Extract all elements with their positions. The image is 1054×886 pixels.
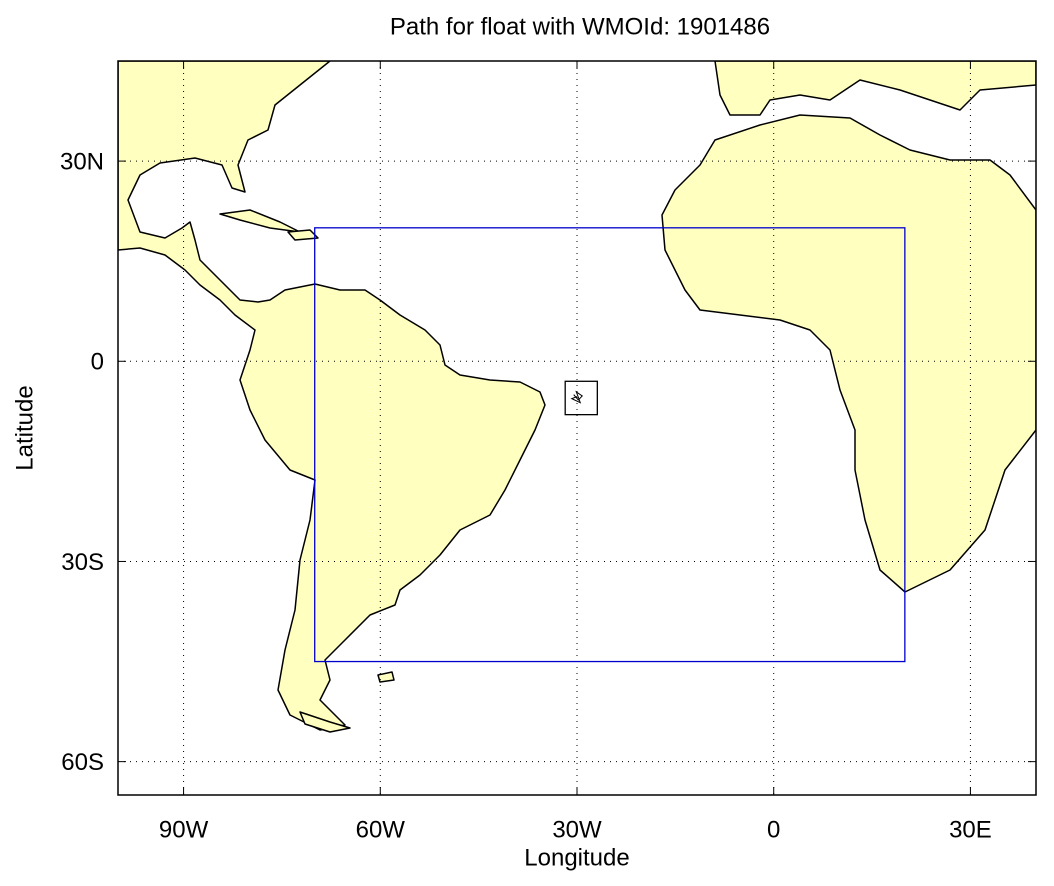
y-tick-label: 60S [61, 749, 104, 776]
coastlines [118, 61, 1036, 733]
x-tick-label: 90W [159, 816, 209, 843]
chart-title: Path for float with WMOId: 1901486 [390, 13, 770, 40]
tierra-del-fuego [299, 711, 351, 733]
americas [118, 61, 546, 731]
y-axis-label: Latitude [11, 385, 38, 470]
region-box [314, 227, 906, 663]
africa [661, 114, 1036, 593]
x-tick-label: 60W [356, 816, 406, 843]
cuba [219, 209, 301, 233]
region-box [564, 380, 598, 416]
x-tick-label: 0 [767, 816, 780, 843]
y-tick-label: 0 [91, 349, 104, 376]
y-tick-label: 30S [61, 549, 104, 576]
europe [714, 61, 1036, 116]
float-path [570, 390, 584, 404]
falklands [377, 671, 395, 683]
x-tick-label: 30W [552, 816, 602, 843]
x-tick-label: 30E [949, 816, 992, 843]
y-tick-label: 30N [60, 148, 104, 175]
hispaniola [287, 229, 319, 241]
x-axis-label: Longitude [524, 844, 629, 871]
